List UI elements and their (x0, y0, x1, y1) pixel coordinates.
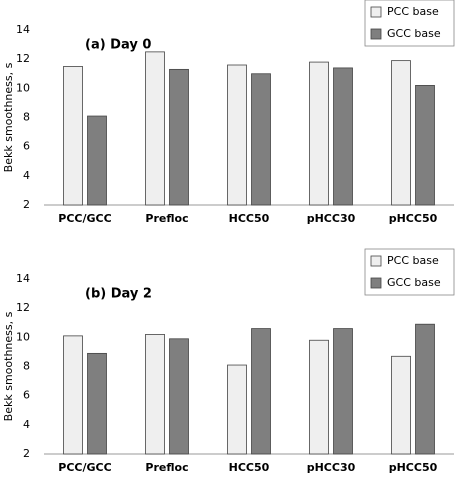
y-tick-label: 2 (23, 447, 30, 460)
legend-swatch (370, 277, 382, 289)
y-axis-label: Bekk smoothness, s (2, 311, 15, 421)
y-axis-label: Bekk smoothness, s (2, 62, 15, 172)
bar (309, 339, 329, 455)
bar (251, 73, 271, 206)
bar (145, 51, 165, 206)
legend-label: PCC base (387, 254, 439, 267)
bar (391, 355, 411, 455)
x-tick-label: Prefloc (145, 461, 188, 474)
x-tick-label: pHCC50 (389, 461, 438, 474)
x-tick-label: PCC/GCC (58, 212, 111, 225)
y-tick-label: 2 (23, 198, 30, 211)
y-tick-label: 6 (23, 140, 30, 153)
legend-label: PCC base (387, 5, 439, 18)
y-tick-label: 8 (23, 360, 30, 373)
y-tick-label: 10 (16, 330, 30, 343)
legend-label: GCC base (387, 276, 441, 289)
bar (87, 352, 107, 455)
annotation: (b) Day 2 (85, 287, 152, 302)
bar (63, 335, 83, 455)
legend-swatch (370, 6, 382, 18)
annotation: (a) Day 0 (85, 38, 151, 53)
x-tick-label: PCC/GCC (58, 461, 111, 474)
y-tick-label: 12 (16, 52, 30, 65)
y-tick-label: 14 (16, 272, 30, 285)
y-tick-label: 6 (23, 389, 30, 402)
y-tick-label: 10 (16, 81, 30, 94)
x-tick-label: HCC50 (229, 212, 270, 225)
legend-swatch (370, 255, 382, 267)
bar (169, 338, 189, 455)
legend-label: GCC base (387, 27, 441, 40)
bar (251, 328, 271, 455)
bar (87, 115, 107, 206)
x-tick-label: pHCC30 (307, 461, 356, 474)
bar (333, 67, 353, 206)
y-tick-label: 12 (16, 301, 30, 314)
bar (309, 61, 329, 206)
bar (415, 323, 435, 455)
bar (145, 334, 165, 455)
legend-swatch (370, 28, 382, 40)
y-tick-label: 4 (23, 169, 30, 182)
x-tick-label: pHCC50 (389, 212, 438, 225)
bar (333, 328, 353, 455)
y-tick-label: 14 (16, 23, 30, 36)
x-tick-label: HCC50 (229, 461, 270, 474)
y-tick-label: 4 (23, 418, 30, 431)
y-tick-label: 8 (23, 111, 30, 124)
bar (63, 66, 83, 206)
x-tick-label: Prefloc (145, 212, 188, 225)
bar (227, 64, 247, 206)
bar (227, 364, 247, 455)
bar (415, 85, 435, 206)
bar (169, 68, 189, 206)
bar (391, 60, 411, 206)
x-tick-label: pHCC30 (307, 212, 356, 225)
